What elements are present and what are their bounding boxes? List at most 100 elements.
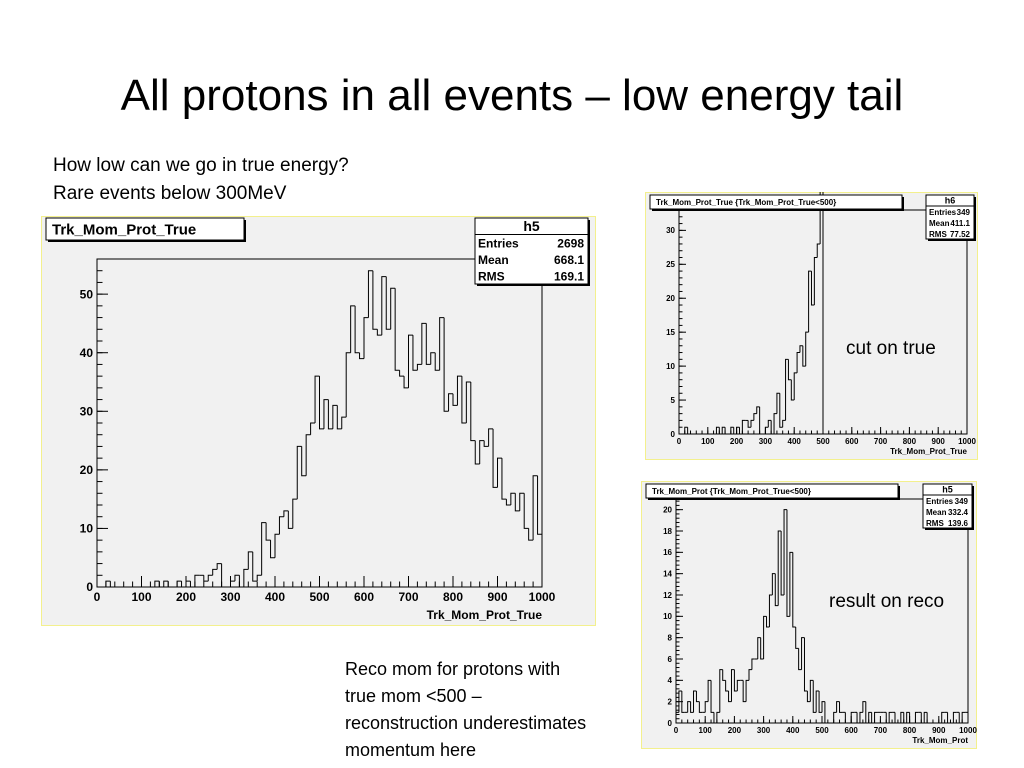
x-tick-label: 600 xyxy=(845,437,859,446)
slide-title: All protons in all events – low energy t… xyxy=(120,71,904,120)
histogram-bar xyxy=(738,427,743,435)
x-tick-label: 100 xyxy=(699,726,713,735)
histogram-bar xyxy=(773,413,777,434)
histogram-bar xyxy=(747,420,751,428)
histogram-bar xyxy=(403,376,409,389)
histogram-bar xyxy=(782,419,786,428)
y-tick-label: 50 xyxy=(80,287,94,301)
histogram-bar xyxy=(871,712,875,724)
histogram-bar xyxy=(189,581,195,588)
pad-background xyxy=(641,481,977,749)
x-tick-label: 200 xyxy=(176,590,196,604)
histogram-bar xyxy=(376,329,382,336)
stats-value: 77.52 xyxy=(950,230,971,239)
histogram-bar xyxy=(243,568,249,587)
note-line: reconstruction underestimates xyxy=(345,713,587,733)
histogram-bar xyxy=(894,712,898,724)
histogram-bar xyxy=(367,270,373,318)
stats-key: Mean xyxy=(929,219,950,228)
histogram-bar xyxy=(261,522,267,576)
histogram-bar xyxy=(109,581,115,588)
note-line: true mom <500 – xyxy=(345,686,482,706)
histogram-bar xyxy=(505,499,511,506)
reco-caption: result on reco xyxy=(829,591,945,612)
histogram-bar xyxy=(345,352,351,418)
histogram-bar xyxy=(372,270,378,330)
stats-box xyxy=(922,483,973,529)
histogram-bar xyxy=(265,522,271,541)
y-tick-label: 6 xyxy=(668,655,673,664)
histogram-bar xyxy=(716,711,720,723)
histogram-bar xyxy=(154,580,160,587)
histogram-bar xyxy=(296,445,302,500)
histogram-bar xyxy=(818,691,822,713)
x-tick-label: 600 xyxy=(845,726,859,735)
histogram-bar xyxy=(323,399,329,429)
histogram-bar xyxy=(492,428,498,488)
intro-line: Rare events below 300MeV xyxy=(53,183,287,204)
histogram-bar xyxy=(354,305,360,354)
histogram-bar xyxy=(252,551,258,582)
histogram-bar xyxy=(274,533,280,558)
histogram-bar xyxy=(390,287,396,330)
y-tick-label: 10 xyxy=(663,612,672,621)
x-tick-label: 1000 xyxy=(958,437,976,446)
histogram-bar xyxy=(363,317,369,359)
histogram-bar xyxy=(767,419,772,428)
histogram-bar xyxy=(923,711,928,723)
histogram-bar xyxy=(319,376,324,430)
histogram-bar xyxy=(914,711,919,723)
histogram-bar xyxy=(816,243,821,258)
histogram-bar xyxy=(766,616,770,628)
histogram-bar xyxy=(721,426,726,434)
x-tick-label: 0 xyxy=(94,590,101,604)
histogram-bar xyxy=(314,375,320,423)
histogram-title: Trk_Mom_Prot_True {Trk_Mom_Prot_True<500… xyxy=(656,198,836,207)
histogram-bar xyxy=(704,701,709,713)
histogram-bar xyxy=(408,334,413,388)
x-axis-label: Trk_Mom_Prot xyxy=(912,736,968,745)
histogram-bar xyxy=(710,680,714,713)
title-box xyxy=(45,217,245,241)
histogram-bar xyxy=(497,457,502,488)
reco-histogram: 0 100 200 300 400 500 600 700 800 900 1000 0 2 4 6 8 10 1… xyxy=(641,481,977,749)
y-tick-label: 14 xyxy=(663,569,672,578)
stats-key: RMS xyxy=(926,519,944,528)
x-tick-label: 600 xyxy=(354,590,374,604)
x-tick-label: 400 xyxy=(788,437,802,446)
histogram-bar xyxy=(707,679,712,702)
histogram-bar xyxy=(810,271,815,306)
histogram-bar xyxy=(715,426,720,434)
histogram-bar xyxy=(537,475,542,535)
histogram-bar xyxy=(695,691,700,703)
x-tick-label: 100 xyxy=(701,437,715,446)
x-tick-label: 100 xyxy=(131,590,151,604)
stats-value: 668.1 xyxy=(554,253,584,267)
histogram-bar xyxy=(305,434,311,476)
histogram-bar xyxy=(212,568,218,576)
histogram-bar xyxy=(687,701,691,713)
histogram-bar xyxy=(821,701,825,713)
histogram-bar xyxy=(757,637,761,659)
x-tick-label: 500 xyxy=(815,726,829,735)
histogram-bar xyxy=(678,690,682,713)
histogram-bar xyxy=(385,276,391,330)
y-tick-label: 0 xyxy=(668,719,673,728)
histogram-title: Trk_Mom_Prot_True xyxy=(52,221,196,238)
histogram-bar xyxy=(336,405,342,430)
histogram-bar xyxy=(751,658,755,670)
histogram-bar xyxy=(519,492,525,511)
histogram-bar xyxy=(874,711,878,723)
histogram-bins xyxy=(97,270,543,588)
histogram-bar xyxy=(693,690,697,713)
histogram-bar xyxy=(799,345,803,353)
histogram-bar xyxy=(278,516,284,535)
histogram-bar xyxy=(465,381,471,423)
histogram-bar xyxy=(777,530,782,606)
x-tick-label: 300 xyxy=(220,590,240,604)
x-tick-label: 1000 xyxy=(959,726,977,735)
histogram-bar xyxy=(381,276,387,336)
histogram-bar xyxy=(283,510,289,517)
histogram-bar xyxy=(733,669,738,692)
x-tick-label: 500 xyxy=(309,590,329,604)
